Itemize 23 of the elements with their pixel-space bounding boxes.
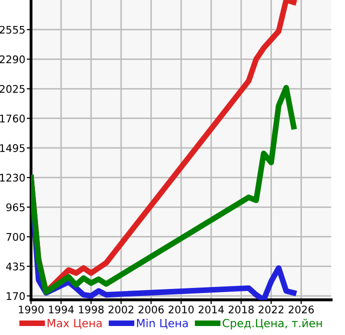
y-tick-label: 2555 xyxy=(0,26,25,34)
x-tick-label: 2022 xyxy=(258,306,284,314)
y-tick-label: 700 xyxy=(6,232,25,241)
x-tick-label: 1994 xyxy=(48,306,74,314)
x-tick-label: 2010 xyxy=(168,306,194,314)
x-tick-label: 2002 xyxy=(108,306,134,314)
x-tick-label: 1990 xyxy=(18,306,44,314)
legend-label: Max Цена xyxy=(48,319,102,329)
x-tick-label: 2018 xyxy=(228,306,254,314)
legend-label: Сред.Цена, т.йен xyxy=(222,318,322,330)
x-tick-label: 2014 xyxy=(198,306,224,314)
y-tick-label: 2290 xyxy=(0,55,25,64)
y-tick-label: 170 xyxy=(6,292,25,300)
legend-label: Min Цена xyxy=(137,318,188,329)
x-tick-label: 2026 xyxy=(288,306,314,314)
y-tick-label: 965 xyxy=(6,203,25,212)
y-tick-label: 2025 xyxy=(0,85,25,93)
x-tick-label: 2006 xyxy=(138,306,164,314)
y-tick-label: 1495 xyxy=(0,144,25,152)
y-tick-label: 1230 xyxy=(0,174,25,182)
y-tick-label: 1760 xyxy=(0,114,25,122)
y-tick-label: 435 xyxy=(6,262,25,270)
x-tick-label: 1998 xyxy=(78,306,104,314)
